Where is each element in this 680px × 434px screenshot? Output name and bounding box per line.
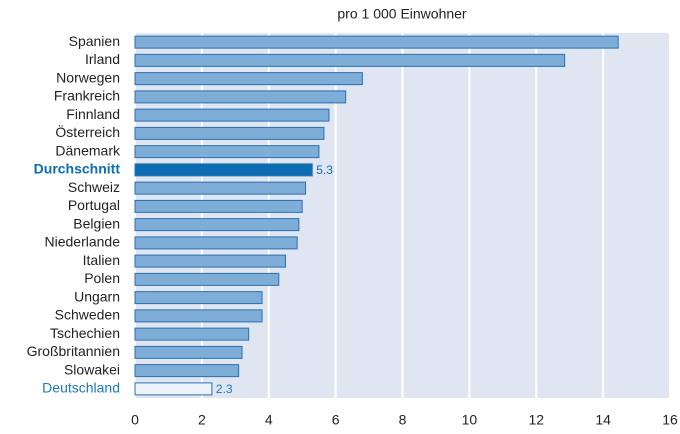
x-tick-label: 0 bbox=[131, 412, 139, 428]
bar bbox=[134, 364, 240, 378]
value-label: 2.3 bbox=[216, 382, 233, 396]
bar bbox=[134, 291, 263, 305]
bar bbox=[134, 72, 363, 86]
bar bbox=[134, 345, 243, 359]
bar bbox=[134, 145, 320, 159]
y-tick-label: Italien bbox=[83, 252, 120, 268]
bar bbox=[134, 272, 280, 286]
y-tick-label: Frankreich bbox=[54, 88, 120, 104]
bar bbox=[134, 309, 263, 323]
y-tick-label: Tschechien bbox=[50, 325, 120, 341]
x-tick-label: 16 bbox=[662, 412, 678, 428]
y-tick-label: Spanien bbox=[69, 33, 120, 49]
x-tick-label: 6 bbox=[332, 412, 340, 428]
y-tick-label: Portugal bbox=[68, 197, 120, 213]
y-tick-label: Schweiz bbox=[68, 179, 120, 195]
bar bbox=[134, 327, 250, 341]
x-tick-label: 8 bbox=[399, 412, 407, 428]
y-tick-label: Ungarn bbox=[74, 288, 120, 304]
x-tick-label: 14 bbox=[595, 412, 611, 428]
y-tick-label: Österreich bbox=[55, 123, 120, 140]
bar bbox=[134, 35, 619, 49]
bar bbox=[134, 126, 325, 140]
x-tick-label: 12 bbox=[528, 412, 544, 428]
bar bbox=[134, 90, 347, 104]
x-tick-label: 2 bbox=[198, 412, 206, 428]
bar bbox=[134, 382, 213, 396]
y-tick-label: Dänemark bbox=[55, 142, 121, 158]
y-tick-label: Polen bbox=[84, 270, 120, 286]
x-tick-label: 10 bbox=[462, 412, 478, 428]
y-tick-label: Finnland bbox=[66, 106, 120, 122]
bar bbox=[134, 199, 303, 213]
y-tick-label: Irland bbox=[85, 51, 120, 67]
bar bbox=[134, 218, 300, 232]
bar bbox=[134, 163, 313, 177]
x-tick-label: 4 bbox=[265, 412, 273, 428]
bar bbox=[134, 181, 307, 195]
y-tick-label: Großbritannien bbox=[27, 343, 120, 359]
chart-title: pro 1 000 Einwohner bbox=[337, 6, 467, 22]
y-tick-label: Deutschland bbox=[42, 380, 120, 396]
y-tick-label: Niederlande bbox=[45, 234, 121, 250]
bar bbox=[134, 254, 286, 268]
y-tick-label: Norwegen bbox=[56, 69, 120, 85]
y-tick-label: Schweden bbox=[55, 307, 120, 323]
bar bbox=[134, 53, 566, 67]
y-tick-label: Slowakei bbox=[64, 361, 120, 377]
y-tick-label: Durchschnitt bbox=[34, 161, 121, 177]
value-label: 5.3 bbox=[316, 163, 333, 177]
y-tick-label: Belgien bbox=[73, 215, 120, 231]
bar bbox=[134, 108, 330, 122]
bar bbox=[134, 236, 298, 250]
